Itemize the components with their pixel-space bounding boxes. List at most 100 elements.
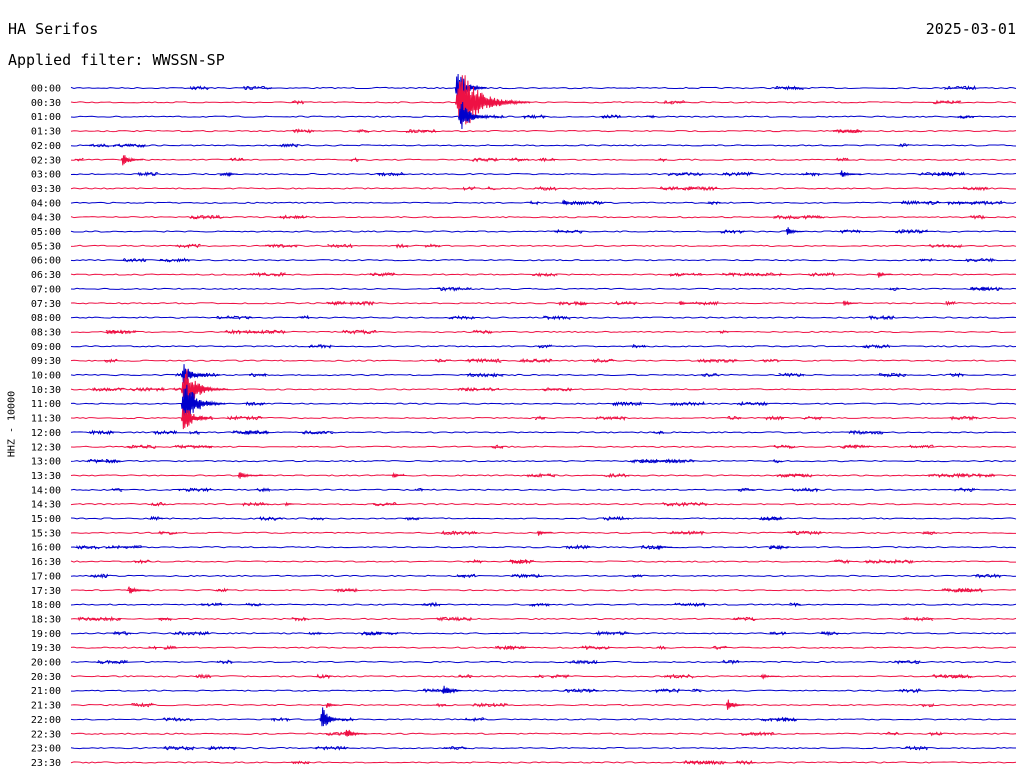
row-time-label: 00:00 xyxy=(31,84,61,95)
noise-burst xyxy=(669,530,705,536)
noise-burst xyxy=(869,314,895,321)
noise-burst xyxy=(122,257,147,263)
seismic-event xyxy=(180,384,226,423)
noise-burst xyxy=(595,415,626,421)
noise-burst xyxy=(602,515,629,521)
noise-burst xyxy=(722,171,754,177)
noise-burst xyxy=(791,487,819,493)
row-time-label: 03:30 xyxy=(31,184,61,195)
noise-burst xyxy=(126,444,157,449)
noise-burst xyxy=(656,645,666,651)
noise-burst xyxy=(291,100,305,105)
seismic-event xyxy=(454,75,531,125)
trace-line xyxy=(70,732,1017,735)
noise-burst xyxy=(436,616,473,622)
noise-burst xyxy=(229,157,247,162)
row-time-label: 06:00 xyxy=(31,256,61,267)
noise-burst xyxy=(712,645,728,651)
seismic-event xyxy=(656,544,673,551)
row-time-label: 12:00 xyxy=(31,428,61,439)
noise-burst xyxy=(719,229,745,235)
noise-burst xyxy=(970,286,989,291)
noise-burst xyxy=(315,745,349,751)
noise-burst xyxy=(864,558,902,565)
noise-burst xyxy=(158,617,172,622)
noise-burst xyxy=(195,673,212,680)
noise-burst xyxy=(464,717,485,723)
noise-burst xyxy=(705,358,738,364)
row-time-label: 05:30 xyxy=(31,241,61,252)
noise-burst xyxy=(659,185,697,191)
noise-burst xyxy=(569,659,598,665)
row-time-label: 13:00 xyxy=(31,457,61,468)
noise-burst xyxy=(778,372,805,378)
noise-burst xyxy=(163,745,195,751)
seismic-event xyxy=(391,471,405,479)
noise-burst xyxy=(921,200,942,206)
noise-burst xyxy=(595,630,630,637)
noise-burst xyxy=(932,99,962,105)
noise-burst xyxy=(256,487,271,493)
noise-burst xyxy=(420,601,441,608)
noise-burst xyxy=(519,357,553,364)
trace-line xyxy=(70,459,1017,463)
trace-line xyxy=(70,560,1016,563)
noise-burst xyxy=(105,329,123,334)
noise-burst xyxy=(653,430,665,435)
noise-burst xyxy=(722,272,760,278)
seismic-event xyxy=(839,170,862,177)
noise-burst xyxy=(670,400,705,407)
noise-burst xyxy=(89,573,109,579)
trace-line xyxy=(70,302,1017,305)
noise-burst xyxy=(435,703,447,708)
noise-burst xyxy=(772,459,783,464)
noise-burst xyxy=(172,387,183,391)
seismic-event xyxy=(678,300,691,306)
noise-burst xyxy=(529,602,550,607)
seismic-event xyxy=(457,101,491,130)
noise-burst xyxy=(768,545,790,550)
noise-burst xyxy=(632,574,643,578)
row-time-label: 21:30 xyxy=(31,701,61,712)
row-time-label: 13:30 xyxy=(31,471,61,482)
noise-burst xyxy=(349,300,376,307)
noise-burst xyxy=(697,358,708,363)
noise-burst xyxy=(949,372,964,378)
row-time-label: 16:30 xyxy=(31,557,61,568)
row-time-label: 16:00 xyxy=(31,543,61,554)
noise-burst xyxy=(848,429,884,436)
noise-burst xyxy=(365,630,399,636)
noise-burst xyxy=(954,487,976,493)
row-time-label: 01:00 xyxy=(31,112,61,123)
trace-line xyxy=(70,373,1017,377)
noise-burst xyxy=(224,328,257,335)
seismic-event xyxy=(120,155,144,166)
noise-burst xyxy=(465,386,500,392)
noise-burst xyxy=(763,415,785,421)
trace-line xyxy=(70,718,1017,721)
noise-burst xyxy=(669,272,703,277)
noise-burst xyxy=(471,157,499,163)
seismic-event xyxy=(237,472,264,479)
noise-burst xyxy=(77,616,99,622)
noise-burst xyxy=(526,472,556,478)
noise-burst xyxy=(683,760,716,766)
noise-burst xyxy=(490,444,504,450)
noise-burst xyxy=(86,459,121,464)
noise-burst xyxy=(737,487,756,492)
noise-burst xyxy=(153,429,177,436)
noise-burst xyxy=(249,271,286,278)
noise-burst xyxy=(341,329,377,335)
noise-burst xyxy=(662,458,696,464)
noise-burst xyxy=(150,502,166,507)
noise-burst xyxy=(92,387,112,392)
noise-burst xyxy=(395,243,409,249)
seismic-event xyxy=(561,199,578,206)
noise-burst xyxy=(736,400,768,407)
noise-burst xyxy=(533,186,557,192)
noise-burst xyxy=(655,688,680,694)
noise-burst xyxy=(774,85,804,91)
noise-burst xyxy=(898,143,909,148)
row-time-label: 05:00 xyxy=(31,227,61,238)
noise-burst xyxy=(773,214,809,221)
